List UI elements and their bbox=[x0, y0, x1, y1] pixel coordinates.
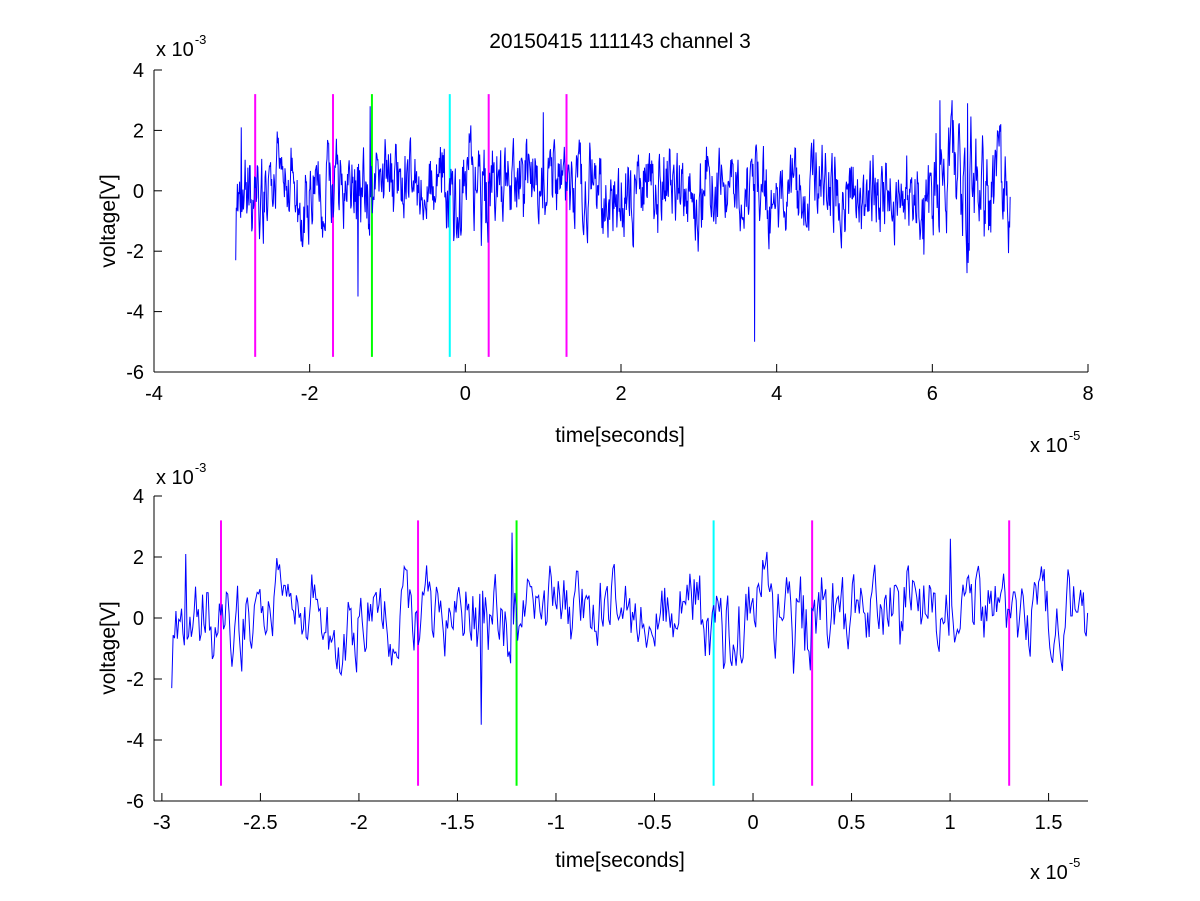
top-y-axis-label: voltage[V] bbox=[97, 174, 120, 267]
top-x-ticks: -4 -2 0 2 4 6 8 bbox=[145, 364, 1094, 405]
top-x-tick-label: 4 bbox=[771, 383, 782, 405]
bottom-y-ticks: -6 -4 -2 0 2 4 bbox=[126, 486, 162, 813]
bottom-y-exponent-label: x 10-3 bbox=[156, 460, 206, 489]
bottom-x-axis-label: time[seconds] bbox=[555, 849, 685, 872]
top-y-tick-label: -2 bbox=[126, 241, 144, 263]
top-x-tick-label: 2 bbox=[615, 383, 626, 405]
top-x-tick-label: 8 bbox=[1082, 383, 1093, 405]
top-y-tick-label: 4 bbox=[133, 60, 144, 82]
top-x-tick-label: -4 bbox=[145, 383, 163, 405]
bottom-marker-group bbox=[219, 520, 1011, 786]
top-x-axis-label: time[seconds] bbox=[555, 424, 685, 447]
bottom-x-exponent-power: -5 bbox=[1069, 855, 1081, 870]
top-y-tick-label: -6 bbox=[126, 362, 144, 384]
bottom-y-axis-label: voltage[V] bbox=[97, 601, 120, 694]
bottom-x-tick-label: 1 bbox=[945, 812, 956, 834]
bottom-x-tick-label: 1.5 bbox=[1035, 812, 1063, 834]
bottom-x-tick-label: -1.5 bbox=[440, 812, 474, 834]
bottom-x-ticks: -3 -2.5 -2 -1.5 -1 -0.5 0 0.5 1 1.5 bbox=[153, 793, 1063, 834]
top-y-exponent-power: -3 bbox=[195, 32, 207, 47]
bottom-y-tick-label: 0 bbox=[133, 608, 144, 630]
top-y-exponent-base: x 10 bbox=[156, 39, 194, 61]
top-plot: 20150415 111143 channel 3 -4 -2 0 2 4 6 8 -6-4… bbox=[97, 30, 1094, 457]
top-y-tick-label: 2 bbox=[133, 120, 144, 142]
bottom-x-tick-label: -0.5 bbox=[637, 812, 671, 834]
top-y-exponent-label: x 10-3 bbox=[156, 32, 206, 61]
top-y-tick-label: -4 bbox=[126, 302, 144, 324]
top-x-tick-label: -2 bbox=[301, 383, 319, 405]
bottom-signal-series bbox=[171, 532, 1089, 725]
top-x-tick-label: 6 bbox=[927, 383, 938, 405]
bottom-x-exponent-label: x 10-5 bbox=[1030, 855, 1080, 884]
bottom-x-tick-label: 0.5 bbox=[838, 812, 866, 834]
top-x-exponent-label: x 10-5 bbox=[1030, 428, 1080, 457]
bottom-x-tick-label: -2.5 bbox=[243, 812, 277, 834]
top-x-exponent-power: -5 bbox=[1069, 428, 1081, 443]
bottom-y-tick-label: -2 bbox=[126, 669, 144, 691]
top-marker-group bbox=[254, 94, 568, 357]
bottom-y-tick-label: -6 bbox=[126, 791, 144, 813]
bottom-x-tick-label: -1 bbox=[547, 812, 565, 834]
bottom-y-tick-label: -4 bbox=[126, 730, 144, 752]
top-signal-series bbox=[235, 100, 1011, 342]
top-x-exponent-base: x 10 bbox=[1030, 435, 1068, 457]
bottom-plot: -3 -2.5 -2 -1.5 -1 -0.5 0 0.5 1 1.5 -6 -4 -2 0 2 4 tim… bbox=[97, 460, 1089, 884]
top-y-ticks: -6 -4 -2 0 2 4 bbox=[126, 60, 162, 384]
bottom-x-tick-label: -2 bbox=[350, 812, 368, 834]
bottom-x-exponent-base: x 10 bbox=[1030, 862, 1068, 884]
top-plot-title: 20150415 111143 channel 3 bbox=[489, 30, 751, 53]
top-x-tick-label: 0 bbox=[460, 383, 471, 405]
bottom-x-tick-label: -3 bbox=[153, 812, 171, 834]
bottom-y-exponent-power: -3 bbox=[195, 460, 207, 475]
bottom-plot-axes bbox=[153, 496, 1088, 802]
bottom-y-tick-label: 2 bbox=[133, 547, 144, 569]
bottom-y-exponent-base: x 10 bbox=[156, 467, 194, 489]
bottom-x-tick-label: 0 bbox=[747, 812, 758, 834]
bottom-y-tick-label: 4 bbox=[133, 486, 144, 508]
top-y-tick-label: 0 bbox=[133, 181, 144, 203]
